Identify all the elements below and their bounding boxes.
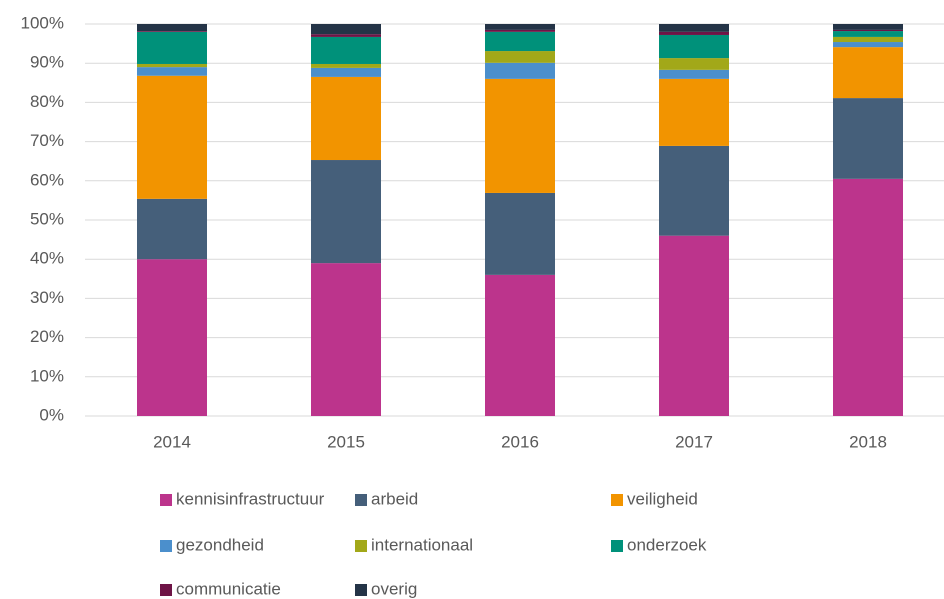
bar-segment [485, 78, 555, 193]
legend-label: gezondheid [176, 535, 264, 554]
y-tick-label: 20% [30, 327, 64, 346]
legend-swatch [160, 540, 172, 552]
legend-swatch [355, 494, 367, 506]
bar-segment [659, 69, 729, 79]
bar-segment [311, 63, 381, 68]
bar-segment [485, 51, 555, 63]
y-tick-label: 10% [30, 366, 64, 385]
bar-segment [137, 63, 207, 68]
bar-segment [485, 29, 555, 32]
bar-segment [833, 36, 903, 43]
x-tick-label: 2018 [849, 432, 887, 451]
legend-label: onderzoek [627, 535, 707, 554]
bar-segment [659, 58, 729, 70]
bar-segment [311, 34, 381, 37]
bar-segment [833, 178, 903, 416]
bar-segment [311, 67, 381, 77]
bar-segment [311, 263, 381, 416]
bar-segment [137, 24, 207, 32]
bar-segment [311, 160, 381, 264]
y-tick-label: 50% [30, 209, 64, 228]
legend-label: veiligheid [627, 489, 698, 508]
bar-segment [659, 24, 729, 32]
bar-segment [137, 31, 207, 32]
legend-swatch [160, 584, 172, 596]
x-tick-label: 2016 [501, 432, 539, 451]
legend-swatch [611, 540, 623, 552]
legend-label: kennisinfrastructuur [176, 489, 325, 508]
legend-label: overig [371, 579, 417, 598]
bar-segment [137, 198, 207, 260]
y-tick-label: 30% [30, 288, 64, 307]
y-tick-label: 60% [30, 170, 64, 189]
bar-segment [659, 31, 729, 35]
bar-segment [659, 34, 729, 59]
bar-segment [659, 235, 729, 416]
bar-segment [485, 31, 555, 52]
bar-segment [137, 259, 207, 416]
x-tick-label: 2015 [327, 432, 365, 451]
bar-segment [833, 47, 903, 99]
x-tick-label: 2017 [675, 432, 713, 451]
legend-swatch [611, 494, 623, 506]
y-tick-label: 80% [30, 92, 64, 111]
bar-segment [137, 67, 207, 76]
bar-segment [833, 98, 903, 179]
bar-segment [659, 145, 729, 236]
bar-segment [833, 31, 903, 37]
x-tick-label: 2014 [153, 432, 191, 451]
y-tick-label: 100% [21, 13, 64, 32]
bar-segment [137, 75, 207, 199]
legend-swatch [160, 494, 172, 506]
bar-segment [311, 76, 381, 161]
bar-segment [137, 31, 207, 64]
bar-segment [485, 274, 555, 416]
legend-label: communicatie [176, 579, 281, 598]
y-tick-label: 0% [39, 405, 64, 424]
y-tick-label: 40% [30, 249, 64, 268]
bar-segment [833, 29, 903, 32]
legend-label: arbeid [371, 489, 418, 508]
bar-segment [485, 62, 555, 79]
bar-segment [659, 78, 729, 146]
legend-swatch [355, 584, 367, 596]
y-tick-label: 70% [30, 131, 64, 150]
bar-segment [485, 24, 555, 30]
y-tick-label: 90% [30, 53, 64, 72]
bar-segment [311, 24, 381, 35]
bar-segment [311, 36, 381, 64]
legend-label: internationaal [371, 535, 473, 554]
bar-segment [833, 42, 903, 48]
bar-segment [833, 24, 903, 30]
bar-segment [485, 192, 555, 275]
legend-swatch [355, 540, 367, 552]
